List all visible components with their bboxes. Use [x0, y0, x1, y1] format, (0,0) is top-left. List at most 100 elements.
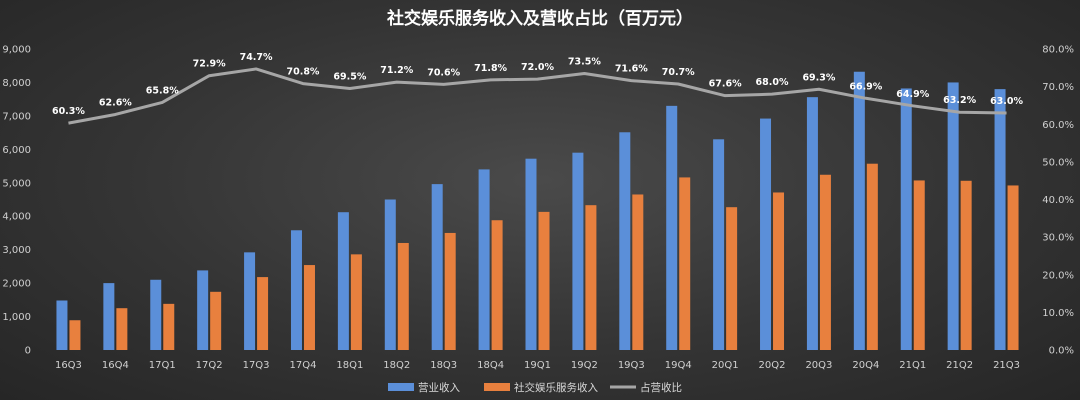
ratio-data-label: 71.6%	[615, 64, 648, 75]
bar-revenue	[103, 283, 115, 350]
y-tick-label: 5,000	[2, 178, 31, 189]
y-tick-label: 4,000	[2, 212, 31, 223]
x-tick-label: 19Q1	[524, 360, 551, 371]
chart-title: 社交娱乐服务收入及营收占比（百万元）	[386, 8, 693, 29]
bar-revenue	[713, 139, 725, 350]
bar-revenue	[760, 118, 772, 350]
x-tick-label: 17Q3	[243, 360, 270, 371]
bar-social-revenue	[585, 205, 597, 350]
bar-revenue	[431, 184, 443, 350]
bar-revenue	[244, 252, 256, 350]
bar-social-revenue	[819, 174, 831, 350]
bar-revenue	[56, 300, 68, 350]
bar-revenue	[478, 169, 490, 350]
y-axis-right: 0.0% 10.0% 20.0% 30.0% 40.0% 50.0% 60.0% 70.0% 8…	[1042, 45, 1074, 357]
ratio-data-label: 74.7%	[240, 52, 273, 63]
x-axis: 16Q3 16Q4 17Q1 17Q2 17Q3 17Q4 18Q1 18Q2 18Q3 18Q4…	[55, 360, 1020, 371]
bar-social-revenue	[257, 277, 269, 350]
bar-revenue	[947, 82, 959, 350]
bar-social-revenue	[303, 265, 315, 350]
y2-tick-label: 20.0%	[1042, 270, 1074, 281]
bar-social-revenue	[632, 194, 644, 350]
x-tick-label: 18Q4	[477, 360, 504, 371]
bar-social-revenue	[350, 254, 362, 350]
ratio-data-label: 72.9%	[193, 59, 226, 70]
y-tick-label: 3,000	[2, 245, 31, 256]
y-tick-label: 6,000	[2, 145, 31, 156]
y2-tick-label: 70.0%	[1042, 82, 1074, 93]
x-tick-label: 19Q3	[618, 360, 645, 371]
x-tick-label: 18Q2	[383, 360, 410, 371]
x-tick-label: 17Q2	[196, 360, 223, 371]
ratio-data-label: 65.8%	[146, 85, 179, 96]
legend-swatch	[388, 383, 414, 391]
bar-revenue	[290, 230, 302, 350]
bar-revenue	[337, 212, 349, 350]
bar-revenue	[525, 158, 537, 350]
y-tick-label: 1,000	[2, 312, 31, 323]
bar-series	[56, 71, 1019, 351]
ratio-data-label: 73.5%	[568, 56, 601, 67]
ratio-data-label: 64.9%	[896, 89, 929, 100]
bar-revenue	[197, 270, 209, 350]
ratio-data-label: 69.3%	[802, 72, 835, 83]
bar-social-revenue	[397, 242, 409, 350]
bar-social-revenue	[538, 211, 550, 350]
line-series: 60.3% 62.6% 65.8% 72.9% 74.7% 70.8% 69.5% 71.2%…	[52, 52, 1024, 125]
ratio-data-label: 66.9%	[849, 81, 882, 92]
legend: 营业收入 社交娱乐服务收入 占营收比	[388, 381, 682, 394]
bar-social-revenue	[679, 177, 691, 350]
x-tick-label: 16Q3	[55, 360, 82, 371]
x-tick-label: 18Q3	[430, 360, 457, 371]
ratio-data-label: 70.7%	[662, 67, 695, 78]
bar-social-revenue	[210, 291, 222, 350]
legend-label: 营业收入	[418, 381, 460, 394]
ratio-data-label: 60.3%	[52, 106, 85, 117]
ratio-data-label: 69.5%	[333, 72, 366, 83]
bar-social-revenue	[69, 320, 81, 350]
y2-tick-label: 60.0%	[1042, 120, 1074, 131]
legend-label: 占营收比	[640, 381, 682, 394]
x-tick-label: 21Q1	[899, 360, 926, 371]
y-axis-left: 0 1,000 2,000 3,000 4,000 5,000 6,000 7,000 8,00…	[2, 45, 31, 357]
y2-tick-label: 10.0%	[1042, 308, 1074, 319]
bar-social-revenue	[444, 232, 456, 350]
x-tick-label: 20Q4	[852, 360, 879, 371]
line-ratio	[68, 67, 1007, 125]
y2-tick-label: 80.0%	[1042, 45, 1074, 56]
bar-revenue	[384, 199, 396, 350]
bar-social-revenue	[491, 220, 503, 350]
bar-revenue	[853, 71, 865, 351]
bar-revenue	[806, 97, 818, 350]
ratio-data-label: 67.6%	[709, 79, 742, 90]
y2-tick-label: 30.0%	[1042, 233, 1074, 244]
bar-revenue	[994, 89, 1006, 350]
ratio-data-label: 68.0%	[756, 77, 789, 88]
y2-tick-label: 0.0%	[1049, 346, 1074, 357]
ratio-data-label: 72.0%	[521, 62, 554, 73]
bar-social-revenue	[163, 303, 175, 350]
bar-social-revenue	[913, 180, 925, 350]
bar-social-revenue	[726, 207, 738, 350]
y2-tick-label: 50.0%	[1042, 157, 1074, 168]
y2-tick-label: 40.0%	[1042, 195, 1074, 206]
ratio-data-label: 62.6%	[99, 97, 132, 108]
ratio-data-label: 70.6%	[427, 67, 460, 78]
ratio-data-label: 70.8%	[286, 67, 319, 78]
bar-social-revenue	[866, 163, 878, 350]
bar-revenue	[619, 132, 631, 350]
ratio-data-label: 71.2%	[380, 65, 413, 76]
x-tick-label: 17Q1	[149, 360, 176, 371]
x-tick-label: 17Q4	[289, 360, 316, 371]
x-tick-label: 20Q3	[805, 360, 832, 371]
ratio-data-label: 71.8%	[474, 63, 507, 74]
y-tick-label: 9,000	[2, 45, 31, 56]
y-tick-label: 7,000	[2, 111, 31, 122]
bar-revenue	[572, 152, 584, 350]
x-tick-label: 19Q2	[571, 360, 598, 371]
bar-social-revenue	[960, 180, 972, 350]
ratio-data-label: 63.2%	[943, 95, 976, 106]
bar-revenue	[900, 88, 912, 350]
